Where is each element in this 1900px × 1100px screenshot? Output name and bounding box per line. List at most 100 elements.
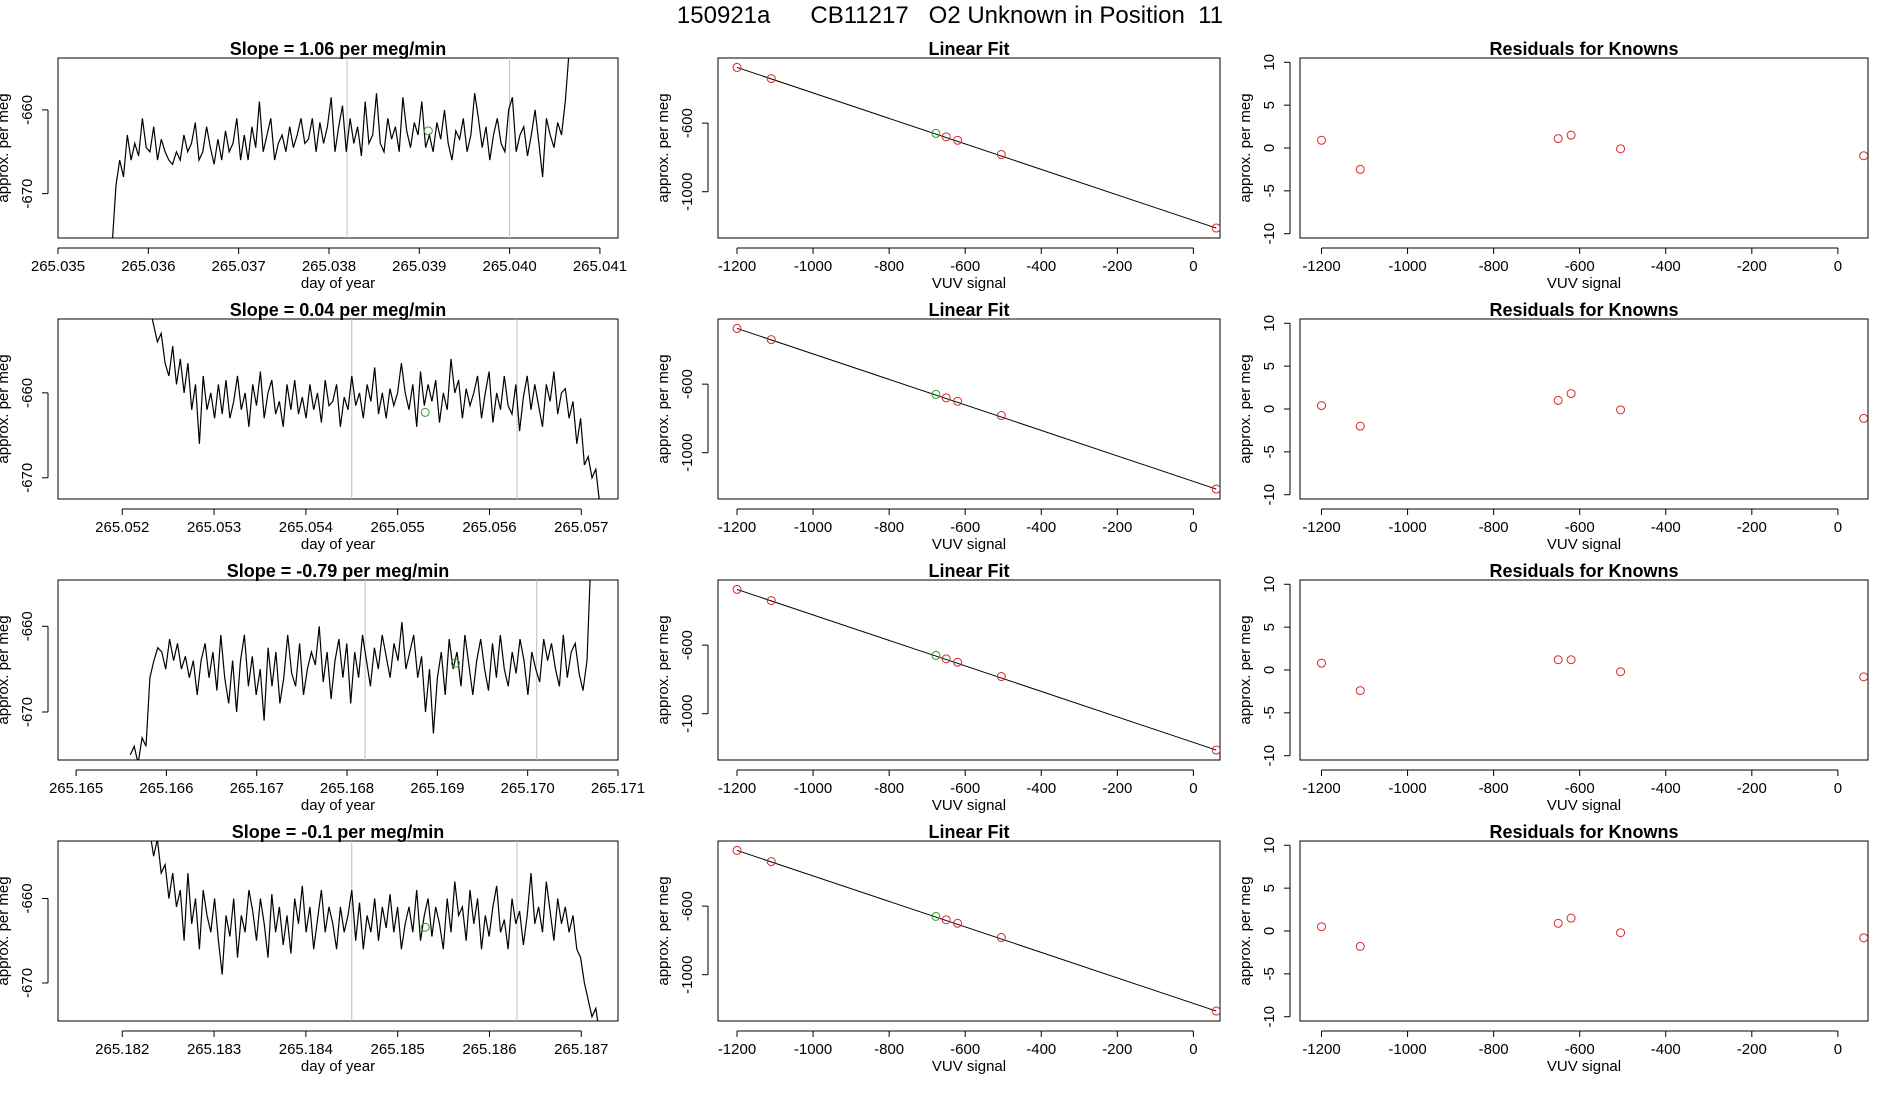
x-tick-label: 265.037 xyxy=(212,258,266,275)
y-axis-label: approx. per meg xyxy=(1237,876,1254,985)
x-tick-label: -600 xyxy=(950,519,980,536)
known-point xyxy=(766,596,776,606)
y-tick-label: -670 xyxy=(19,968,36,998)
plot-frame xyxy=(57,840,619,1022)
x-tick-label: 265.038 xyxy=(302,258,356,275)
x-tick-label: 0 xyxy=(1189,1041,1197,1058)
x-tick-label: 265.168 xyxy=(320,780,374,797)
plot-area xyxy=(1317,913,1868,951)
x-axis-label: VUV signal xyxy=(932,275,1006,292)
x-tick-label: 265.187 xyxy=(554,1041,608,1058)
y-tick-label: -670 xyxy=(19,463,36,493)
x-tick-label: -200 xyxy=(1102,258,1132,275)
x-tick-label: -1000 xyxy=(1388,780,1426,797)
y-axis-label: approx. per meg xyxy=(0,93,12,202)
x-tick-label: 0 xyxy=(1189,519,1197,536)
y-tick-label: -1000 xyxy=(679,956,696,994)
residual-point xyxy=(1355,686,1365,696)
known-point xyxy=(941,915,951,925)
plot-frame xyxy=(717,318,1221,500)
unknown-point xyxy=(423,126,433,136)
y-tick-label: 5 xyxy=(1261,884,1278,892)
x-tick-label: 265.166 xyxy=(139,780,193,797)
y-tick-label: -1000 xyxy=(679,434,696,472)
residual-point xyxy=(1566,655,1576,665)
known-point xyxy=(996,672,1006,682)
x-tick-label: -800 xyxy=(874,780,904,797)
y-tick-label: -670 xyxy=(19,697,36,727)
x-axis-label: day of year xyxy=(301,797,375,814)
x-tick-label: 265.041 xyxy=(573,258,627,275)
fit-line xyxy=(736,327,1217,490)
x-axis-label: VUV signal xyxy=(932,797,1006,814)
plot-frame xyxy=(57,318,619,500)
y-tick-label: -10 xyxy=(1261,484,1278,506)
plot-area xyxy=(1317,389,1868,431)
plot-title: Residuals for Knowns xyxy=(1489,822,1678,842)
x-axis-label: VUV signal xyxy=(932,1058,1006,1075)
x-axis-label: VUV signal xyxy=(1547,536,1621,553)
plot-frame xyxy=(1299,57,1869,239)
residual-point xyxy=(1553,134,1563,144)
residual-point xyxy=(1317,658,1327,668)
residual-point xyxy=(1566,913,1576,923)
x-tick-label: -600 xyxy=(1565,780,1595,797)
known-point xyxy=(996,411,1006,421)
known-point xyxy=(1211,745,1220,755)
x-tick-label: 265.169 xyxy=(410,780,464,797)
x-tick-label: -800 xyxy=(1479,780,1509,797)
plot-title: Slope = -0.79 per meg/min xyxy=(227,561,450,581)
signal-trace xyxy=(151,319,600,499)
unknown-point xyxy=(420,922,430,932)
known-point xyxy=(996,150,1006,160)
x-tick-label: 0 xyxy=(1834,519,1842,536)
x-tick-label: 265.035 xyxy=(31,258,85,275)
x-tick-label: -800 xyxy=(874,1041,904,1058)
x-axis-label: VUV signal xyxy=(932,536,1006,553)
linear-fit-panel-row-1: Linear Fit -1200 -1000 -800 -600 -400 -200 0 VUV… xyxy=(655,39,1221,292)
x-axis-label: day of year xyxy=(301,536,375,553)
known-point xyxy=(732,845,742,855)
x-tick-label: 265.185 xyxy=(371,1041,425,1058)
x-tick-label: 265.186 xyxy=(462,1041,516,1058)
residual-point xyxy=(1859,933,1868,943)
fit-line xyxy=(736,66,1217,229)
x-tick-label: -200 xyxy=(1737,258,1767,275)
residual-point xyxy=(1317,401,1327,411)
known-point xyxy=(1211,1006,1220,1016)
x-tick-label: -800 xyxy=(1479,519,1509,536)
y-tick-label: 5 xyxy=(1261,362,1278,370)
plot-frame xyxy=(57,57,619,239)
known-point xyxy=(732,323,742,333)
known-point xyxy=(766,335,776,345)
unknown-point xyxy=(931,650,941,660)
residual-point xyxy=(1616,144,1626,154)
residual-point xyxy=(1566,130,1576,140)
plot-title: Residuals for Knowns xyxy=(1489,300,1678,320)
known-point xyxy=(732,584,742,594)
plot-area xyxy=(150,841,599,1021)
x-tick-label: -1200 xyxy=(1302,1041,1340,1058)
residual-point xyxy=(1859,413,1868,423)
y-tick-label: -10 xyxy=(1261,745,1278,767)
known-point xyxy=(941,393,951,403)
y-tick-label: 0 xyxy=(1261,144,1278,152)
plot-title: Linear Fit xyxy=(928,300,1009,320)
unknown-point xyxy=(931,911,941,921)
signal-trace xyxy=(150,841,599,1021)
x-tick-label: -200 xyxy=(1102,1041,1132,1058)
y-tick-label: -660 xyxy=(19,883,36,913)
y-tick-label: -600 xyxy=(679,108,696,138)
signal-trace xyxy=(111,58,570,238)
plot-title: Residuals for Knowns xyxy=(1489,561,1678,581)
residual-point xyxy=(1355,164,1365,174)
y-axis-label: approx. per meg xyxy=(655,876,672,985)
x-tick-label: -1000 xyxy=(1388,258,1426,275)
residual-point xyxy=(1317,135,1327,145)
x-tick-label: -200 xyxy=(1737,1041,1767,1058)
y-tick-label: -5 xyxy=(1261,706,1278,719)
x-tick-label: 265.182 xyxy=(95,1041,149,1058)
time-series-panel-row-3: Slope = -0.79 per meg/min 265.165 265.166 2… xyxy=(0,561,645,814)
fit-line xyxy=(736,588,1217,751)
